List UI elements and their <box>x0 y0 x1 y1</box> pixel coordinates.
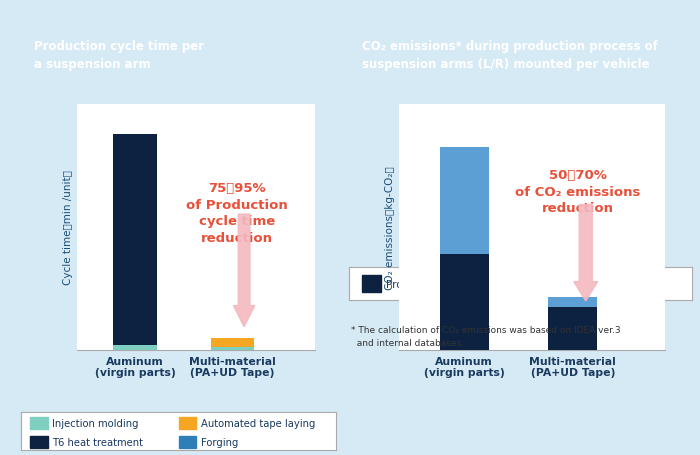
Y-axis label: Cycle time（min /unit）: Cycle time（min /unit） <box>63 170 73 285</box>
Text: 50～70%
of CO₂ emissions
reduction: 50～70% of CO₂ emissions reduction <box>515 169 641 215</box>
Bar <box>548 297 597 308</box>
Bar <box>520 276 539 292</box>
Text: Injection molding: Injection molding <box>52 418 139 428</box>
FancyArrow shape <box>233 215 255 327</box>
Bar <box>31 436 48 448</box>
Text: * The calculation of CO₂ emissions was based on IDEA ver.3
  and internal databa: * The calculation of CO₂ emissions was b… <box>351 325 621 347</box>
Bar <box>113 135 157 346</box>
Bar <box>31 417 48 429</box>
Bar <box>211 347 254 350</box>
Text: T6 heat treatment: T6 heat treatment <box>52 437 144 447</box>
Bar <box>363 276 382 292</box>
Bar <box>440 147 489 254</box>
Bar <box>178 417 196 429</box>
Bar <box>178 436 196 448</box>
FancyArrow shape <box>574 205 598 301</box>
Text: Forging: Forging <box>201 437 238 447</box>
Bar <box>113 346 157 350</box>
Text: Forging / Molding: Forging / Molding <box>544 279 634 289</box>
Bar <box>548 308 597 350</box>
Bar <box>211 339 254 347</box>
Text: 75～95%
of Production
cycle time
reduction: 75～95% of Production cycle time reductio… <box>186 182 288 244</box>
Text: Production cycle time per
a suspension arm: Production cycle time per a suspension a… <box>34 40 204 71</box>
Y-axis label: CO₂ emissions（kg-CO₂）: CO₂ emissions（kg-CO₂） <box>385 166 395 289</box>
Text: Automated tape laying: Automated tape laying <box>201 418 315 428</box>
Text: CO₂ emissions* during production process of
suspension arms (L/R) mounted per ve: CO₂ emissions* during production process… <box>363 40 658 71</box>
Text: Production: Production <box>386 279 442 289</box>
Bar <box>440 254 489 350</box>
